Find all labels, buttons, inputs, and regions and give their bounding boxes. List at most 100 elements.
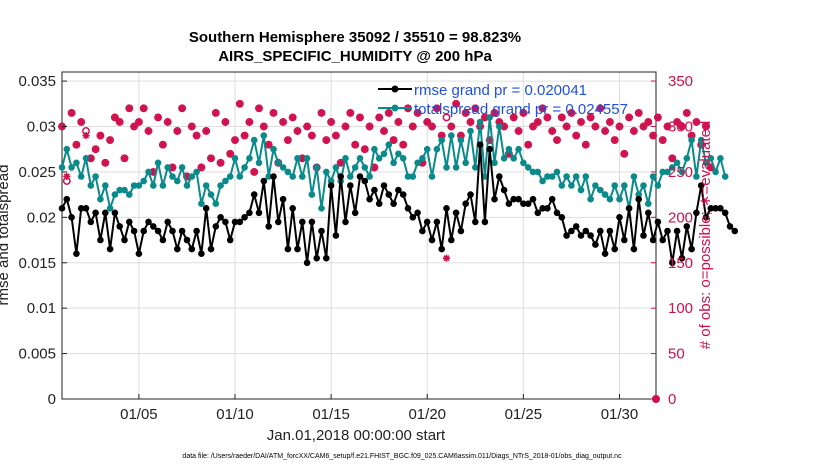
rmse-point-78 xyxy=(433,218,441,226)
totalspread-point-22 xyxy=(164,164,171,171)
chart-title-line1: Southern Hemisphere 35092 / 35510 = 98.8… xyxy=(189,29,521,46)
totalspread-point-82 xyxy=(452,164,460,171)
totalspread-point-71 xyxy=(399,155,407,162)
obs-evaluated-point-74 xyxy=(414,109,422,117)
totalspread-point-65 xyxy=(371,145,378,153)
x-axis-ticks: 01/05 01/10 01/15 01/20 01/25 01/30 xyxy=(120,394,638,423)
totalspread-point-8 xyxy=(97,195,104,203)
totalspread-point-27 xyxy=(188,173,196,180)
totalspread-point-92 xyxy=(500,155,508,162)
rmse-point-33 xyxy=(217,214,224,221)
obs-evaluated-point-129 xyxy=(678,122,686,131)
rmse-point-74 xyxy=(414,209,421,217)
totalspread-point-75 xyxy=(419,155,426,162)
obs-evaluated-point-23 xyxy=(168,163,177,171)
obs-evaluated-point-134 xyxy=(702,122,710,131)
obs-evaluated-point-21 xyxy=(159,141,167,149)
obs-evaluated-point-65 xyxy=(370,163,378,171)
totalspread-point-60 xyxy=(347,173,354,180)
x-tick-label-5: 01/30 xyxy=(601,406,639,423)
rmse-point-124 xyxy=(654,218,662,226)
rmse-point-49 xyxy=(294,245,301,253)
obs-evaluated-point-131 xyxy=(687,131,696,140)
rmse-point-123 xyxy=(649,236,657,244)
totalspread-point-127 xyxy=(669,164,676,171)
obs-evaluated-point-64 xyxy=(365,122,374,131)
rmse-point-16 xyxy=(135,250,143,257)
totalspread-point-77 xyxy=(428,173,436,180)
totalspread-point-48 xyxy=(289,173,297,180)
legend: rmse grand pr = 0.020041 totalspread gra… xyxy=(378,82,628,118)
totalspread-point-104 xyxy=(558,182,566,189)
obs-evaluated-point-111 xyxy=(591,122,600,131)
rmse-point-31 xyxy=(207,245,215,253)
totalspread-point-136 xyxy=(712,168,719,176)
rmse-point-9 xyxy=(102,209,109,217)
obs-evaluated-point-52 xyxy=(308,131,316,140)
rmse-point-58 xyxy=(337,173,345,180)
totalspread-point-81 xyxy=(448,132,455,139)
rmse-point-106 xyxy=(568,227,575,235)
rmse-point-136 xyxy=(712,205,719,212)
obs-evaluated-point-67 xyxy=(380,127,388,135)
totalspread-point-57 xyxy=(332,164,340,171)
rmse-point-18 xyxy=(145,218,152,226)
totalspread-point-9 xyxy=(102,182,109,189)
rmse-point-79 xyxy=(438,245,446,253)
legend-rmse-marker xyxy=(391,85,399,93)
totalspread-point-17 xyxy=(140,177,147,185)
rmse-point-17 xyxy=(140,227,147,235)
y-left-tick-label-0: 0 xyxy=(48,391,56,408)
legend-totalspread-label: totalspread grand pr = 0.024557 xyxy=(414,101,628,118)
totalspread-point-12 xyxy=(116,186,123,194)
obs-evaluated-point-38 xyxy=(241,131,249,140)
rmse-point-60 xyxy=(347,182,354,189)
totalspread-point-87 xyxy=(476,118,484,126)
rmse-point-50 xyxy=(299,218,306,226)
totalspread-point-67 xyxy=(380,150,388,158)
rmse-point-41 xyxy=(255,209,263,217)
obs-evaluated-point-63 xyxy=(361,145,369,153)
totalspread-point-110 xyxy=(587,195,594,203)
obs-evaluated-point-46 xyxy=(279,118,287,126)
rmse-point-68 xyxy=(385,191,393,198)
obs-evaluated-point-50 xyxy=(298,154,306,162)
obs-possible-point-80 xyxy=(442,113,451,122)
obs-evaluated-point-41 xyxy=(255,104,263,112)
rmse-point-131 xyxy=(688,245,695,253)
rmse-point-23 xyxy=(169,227,176,235)
rmse-point-26 xyxy=(183,236,191,244)
rmse-point-39 xyxy=(246,209,253,217)
totalspread-point-63 xyxy=(361,164,369,171)
rmse-point-12 xyxy=(116,223,123,230)
totalspread-point-40 xyxy=(250,136,258,144)
obs-evaluated-point-76 xyxy=(423,118,431,126)
totalspread-point-34 xyxy=(222,177,229,185)
obs-evaluated-point-44 xyxy=(269,109,278,117)
obs-evaluated-point-2 xyxy=(68,109,76,117)
y-left-tick-label-1: 0.005 xyxy=(18,346,56,363)
obs-evaluated-point-40 xyxy=(250,168,258,176)
totalspread-point-24 xyxy=(174,177,181,185)
rmse-point-56 xyxy=(327,182,335,189)
rmse-point-113 xyxy=(601,250,609,257)
totalspread-point-102 xyxy=(548,173,556,180)
obs-evaluated-point-94 xyxy=(510,113,518,122)
obs-evaluated-point-127 xyxy=(668,154,676,162)
totalspread-point-111 xyxy=(592,182,599,189)
totalspread-point-126 xyxy=(664,168,671,176)
totalspread-point-49 xyxy=(294,155,301,162)
y-right-tick-label-0: 0 xyxy=(668,391,676,408)
obs-evaluated-point-18 xyxy=(144,127,153,135)
rmse-point-85 xyxy=(467,191,474,198)
obs-evaluated-point-58 xyxy=(337,159,345,167)
x-tick-label-3: 01/20 xyxy=(408,406,446,423)
totalspread-point-103 xyxy=(553,168,561,176)
obs-evaluated-point-95 xyxy=(514,127,523,135)
totalspread-point-93 xyxy=(505,145,513,153)
rmse-point-15 xyxy=(130,227,138,235)
obs-evaluated-point-24 xyxy=(173,127,181,135)
rmse-point-25 xyxy=(178,227,186,235)
rmse-point-64 xyxy=(366,195,373,203)
y-left-axis-ticks: 0 0.005 0.01 0.015 0.02 0.025 0.03 0.035 xyxy=(18,73,67,408)
